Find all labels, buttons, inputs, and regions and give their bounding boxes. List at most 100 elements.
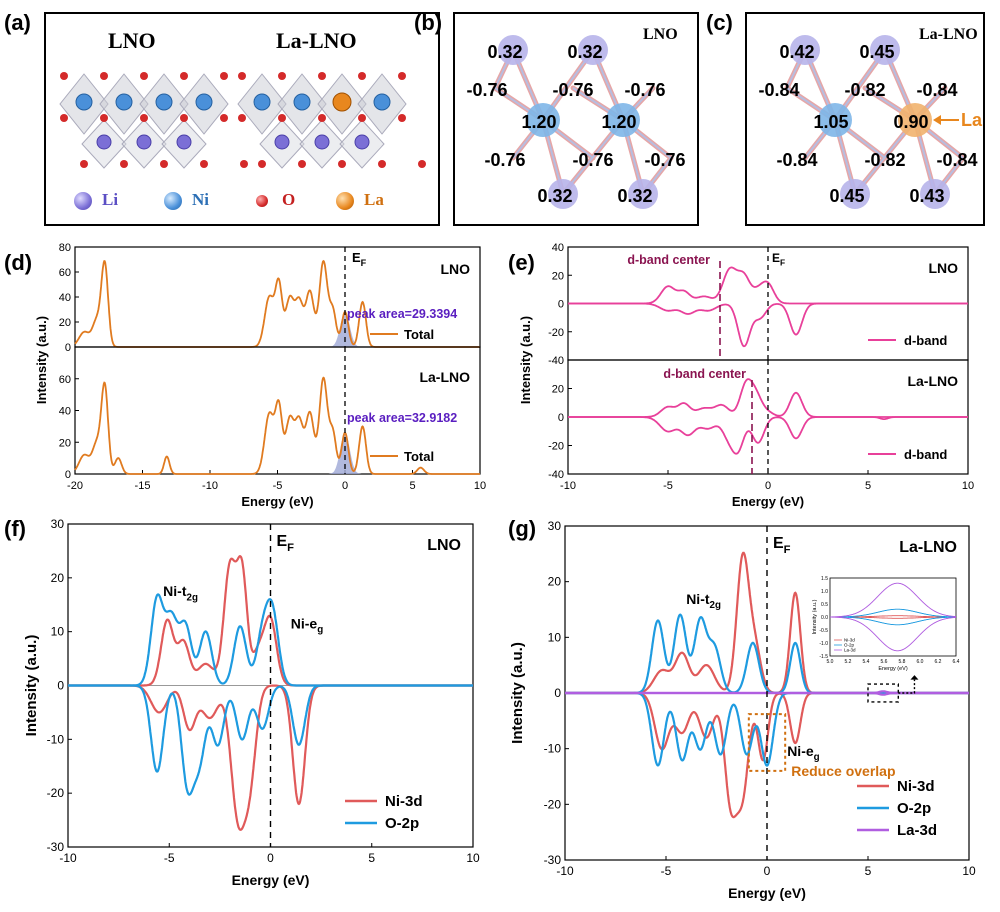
y-tick-label: 0 xyxy=(65,342,71,354)
y-tick-label: -20 xyxy=(544,797,562,811)
charge-map-c: 0.42 0.45 1.05 0.90 0.45 0.43 -0.84 -0.82 -0.84 -… xyxy=(758,35,983,209)
li-atom xyxy=(176,134,192,150)
o-atom xyxy=(220,72,228,80)
li-charge: 0.32 xyxy=(487,42,522,62)
li-atom xyxy=(578,35,608,65)
fermi-label: EF xyxy=(277,533,295,554)
o-charge: -0.76 xyxy=(484,150,525,170)
o-atom xyxy=(398,72,406,80)
panel-b-frame: LNO 0.32 0.32 1.20 1.20 0.32 0.32 -0.76 -0.76 -0… xyxy=(453,12,699,226)
shaded-peak xyxy=(328,432,362,474)
la-charge: 0.90 xyxy=(893,112,928,132)
o-atom xyxy=(180,72,188,80)
y-tick-label: 60 xyxy=(59,267,71,279)
inset-x-tick-label: 6.0 xyxy=(917,659,924,665)
panel-a-frame: LNO La-LNO Li Ni O La xyxy=(44,12,440,226)
o-charge: -0.76 xyxy=(624,80,665,100)
o-atom xyxy=(100,114,108,122)
o-atom xyxy=(60,72,68,80)
o-atom xyxy=(358,72,366,80)
li-atom xyxy=(920,179,950,209)
inset-x-tick-label: 6.2 xyxy=(935,659,942,665)
li-charge: 0.45 xyxy=(859,42,894,62)
fermi-label: EF xyxy=(772,251,785,268)
o-atom xyxy=(238,72,246,80)
inset-x-tick-label: 5.2 xyxy=(845,659,852,665)
panel-a-title-right: La-LNO xyxy=(276,28,357,53)
inset-o-2p-down xyxy=(830,616,956,626)
panel-label-c: (c) xyxy=(706,10,733,35)
ni-atom xyxy=(155,93,173,111)
inset-x-axis-label: Energy (eV) xyxy=(878,666,908,672)
ni-3d-down-curve xyxy=(565,691,969,819)
o-charge: -0.76 xyxy=(644,150,685,170)
ni-charge: 1.20 xyxy=(601,112,636,132)
legend-label-li: Li xyxy=(102,190,119,209)
ni-3d-up-curve xyxy=(68,555,473,687)
li-atom xyxy=(548,179,578,209)
y-tick-label: 10 xyxy=(51,625,65,639)
li-atom xyxy=(870,35,900,65)
ni-atom xyxy=(818,103,852,137)
panel-label-d: (d) xyxy=(4,250,33,275)
o-charge: -0.84 xyxy=(916,80,957,100)
inset-legend-label: O-2p xyxy=(844,643,855,648)
panel-label-e: (e) xyxy=(508,250,535,275)
y-tick-label: 20 xyxy=(59,317,71,329)
x-tick-label: 5 xyxy=(865,864,872,878)
legend-label-d-band: d-band xyxy=(904,447,947,462)
legend-label-total: Total xyxy=(404,449,434,464)
legend-label-ni: Ni xyxy=(192,190,209,209)
inset-legend-label: La-3d xyxy=(844,648,856,653)
y-tick-label: 10 xyxy=(548,630,562,644)
x-tick-label: -15 xyxy=(135,480,151,492)
y-tick-label: -10 xyxy=(544,742,562,756)
inset-x-tick-label: 5.4 xyxy=(863,659,870,665)
li-charge: 0.45 xyxy=(829,186,864,206)
inset-y-axis-label: Intensity (a.u.) xyxy=(812,599,818,634)
o-atom xyxy=(318,114,326,122)
li-atom xyxy=(314,134,330,150)
li-atom xyxy=(840,179,870,209)
o-atom xyxy=(60,114,68,122)
x-tick-label: 0 xyxy=(342,480,348,492)
x-tick-label: 5 xyxy=(865,480,871,492)
y-tick-label: 30 xyxy=(548,519,562,533)
y-tick-label: -30 xyxy=(544,853,562,867)
inset-la-3d-up xyxy=(830,582,957,618)
o-atom xyxy=(278,72,286,80)
o-atom xyxy=(238,114,246,122)
y-tick-label: 40 xyxy=(59,406,71,418)
legend-label-o-2p: O-2p xyxy=(385,815,419,832)
ni-atom xyxy=(115,93,133,111)
o-atom xyxy=(240,160,248,168)
legend-label-o: O xyxy=(282,190,296,209)
x-tick-label: 0 xyxy=(267,851,274,865)
y-tick-label: -30 xyxy=(47,840,65,854)
y-tick-label: 0 xyxy=(554,686,561,700)
chart-f: -30 -20 -10 0 10 20 30 -10 -5 0 5 10 Energy (eV) EF LN… xyxy=(23,517,480,888)
fermi-label: EF xyxy=(773,535,791,556)
x-tick-label: 10 xyxy=(474,480,486,492)
x-tick-label: -5 xyxy=(164,851,175,865)
y-tick-label: 60 xyxy=(59,374,71,386)
li-charge: 0.32 xyxy=(537,186,572,206)
li-charge: 0.42 xyxy=(779,42,814,62)
ni-eg-label: Ni-eg xyxy=(787,743,819,763)
overlap-box xyxy=(747,713,787,772)
d-band-center-label: d-band center xyxy=(627,253,710,267)
o-atom xyxy=(378,160,386,168)
li-atom xyxy=(354,134,370,150)
panel-a-legend: Li Ni O La xyxy=(46,186,442,216)
li-atom xyxy=(498,35,528,65)
ni-atom xyxy=(253,93,271,111)
y-tick-label: 20 xyxy=(548,575,562,589)
panel-e-tag: La-LNO xyxy=(907,373,958,389)
reduce-overlap-label: Reduce overlap xyxy=(791,763,895,779)
charge-map-b: 0.32 0.321.20 1.200.32 0.32-0.76 -0.76 -0.76-… xyxy=(466,35,686,209)
y-tick-label: -20 xyxy=(548,327,564,339)
panel-tag: La-LNO xyxy=(899,539,957,556)
panel-c-title: La-LNO xyxy=(919,26,978,43)
o-atom xyxy=(160,160,168,168)
x-tick-label: -5 xyxy=(663,480,673,492)
